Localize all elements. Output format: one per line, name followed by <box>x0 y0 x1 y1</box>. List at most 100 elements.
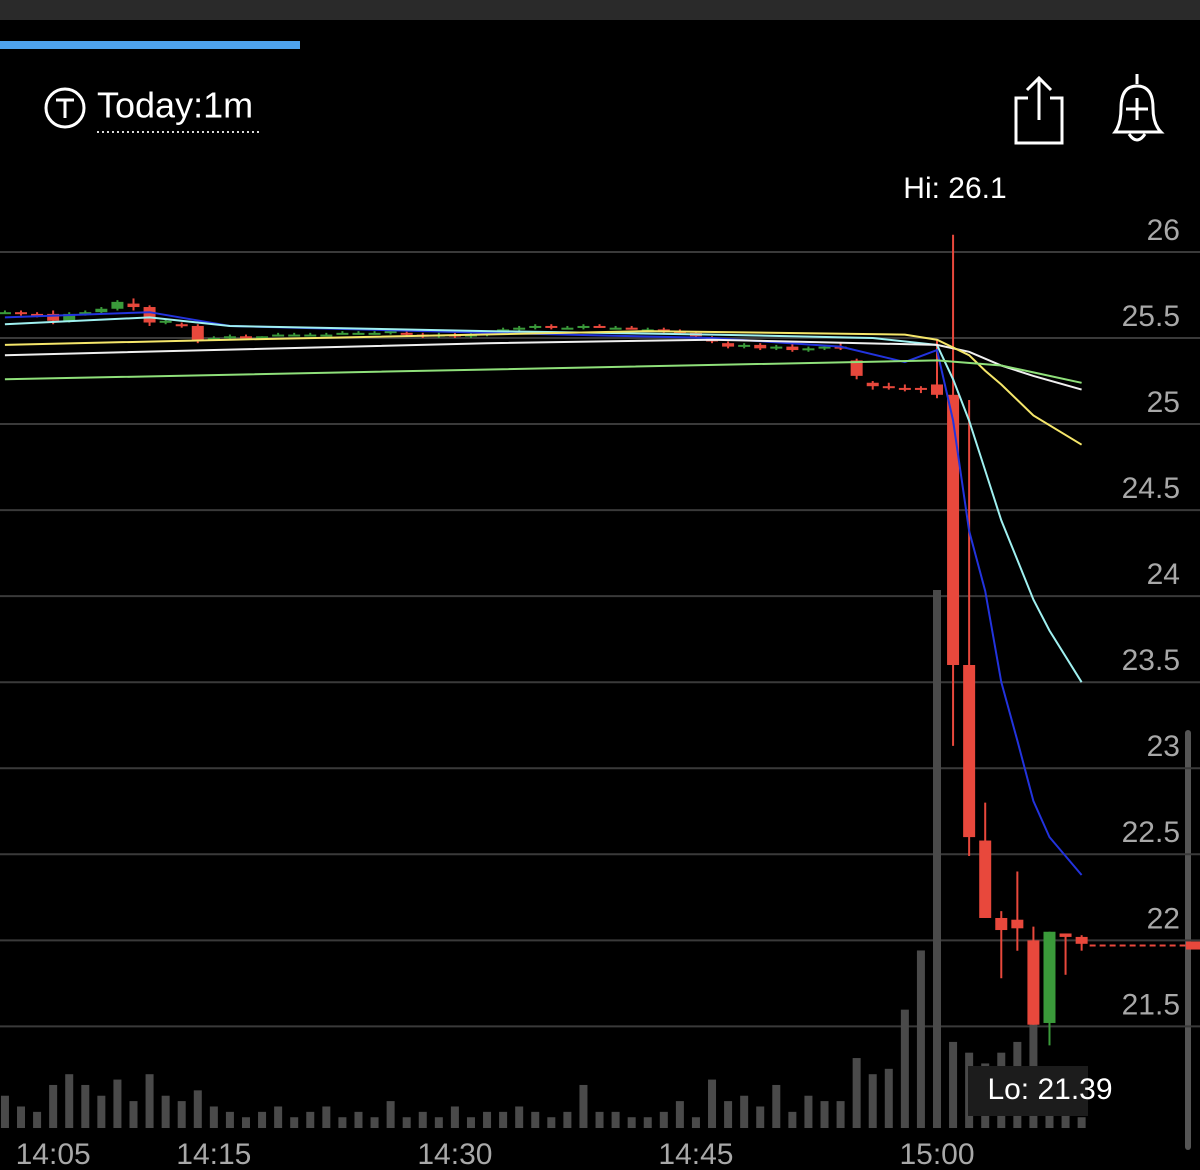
volume-bar <box>1061 1106 1070 1128</box>
candle-body <box>256 336 269 339</box>
volume-bar <box>97 1095 106 1128</box>
volume-bar <box>402 1117 411 1128</box>
volume-bar <box>370 1117 379 1128</box>
candle-body <box>63 313 76 321</box>
candle-body <box>384 331 397 334</box>
volume-bar <box>933 590 941 1128</box>
volume-bar <box>49 1084 58 1128</box>
candle-body <box>850 360 863 376</box>
volume-bar <box>418 1111 427 1128</box>
volume-bar <box>177 1101 186 1128</box>
volume-bar <box>450 1106 459 1128</box>
volume-bar <box>772 1084 781 1128</box>
volume-bar <box>611 1111 620 1128</box>
candle-body <box>0 312 11 315</box>
volume-bar <box>322 1106 331 1128</box>
x-tick-label: 15:00 <box>899 1138 974 1170</box>
volume-bar <box>338 1117 347 1128</box>
candle-body <box>979 840 992 918</box>
candle-body <box>336 332 349 335</box>
volume-bar <box>691 1117 700 1128</box>
candle-body <box>1075 936 1088 944</box>
candle-body <box>175 324 188 327</box>
volume-bar <box>724 1101 733 1128</box>
volume-bar <box>33 1111 42 1128</box>
volume-bar <box>643 1117 652 1128</box>
volume-bar <box>161 1095 170 1128</box>
candle-body <box>304 334 317 337</box>
volume-bar <box>836 1101 845 1128</box>
y-tick-label: 22 <box>1147 902 1180 935</box>
volume-bar <box>386 1101 395 1128</box>
candle-body <box>1027 940 1040 1025</box>
candle-body <box>400 332 413 335</box>
volume-bar <box>129 1101 138 1128</box>
candle-body <box>47 313 60 321</box>
x-tick-label: 14:05 <box>16 1138 91 1170</box>
candle-body <box>545 325 558 328</box>
volume-bar <box>900 1009 909 1128</box>
volume-bar <box>916 950 925 1128</box>
volume-bar <box>81 1084 90 1128</box>
low-annotation: Lo: 21.39 <box>987 1073 1112 1106</box>
volume-bar <box>113 1079 122 1128</box>
candle-body <box>738 344 751 347</box>
volume-bar <box>531 1111 540 1128</box>
moving-average-line <box>4 359 1082 384</box>
volume-bar <box>820 1101 829 1128</box>
volume-bar <box>788 1111 797 1128</box>
volume-bar <box>627 1117 636 1128</box>
volume-bar <box>306 1111 315 1128</box>
candle-body <box>95 308 108 313</box>
low-annotation-bg <box>968 1066 1088 1116</box>
candle-body <box>352 332 365 335</box>
y-tick-label: 21.5 <box>1122 988 1180 1021</box>
volume-bar <box>595 1111 604 1128</box>
candle-body <box>770 346 783 349</box>
candle-body <box>931 384 943 395</box>
volume-bar <box>241 1117 250 1128</box>
timeframe-icon[interactable] <box>44 87 86 129</box>
candle-body <box>593 325 606 328</box>
candle-body <box>625 327 638 330</box>
progress-bar <box>0 41 300 49</box>
volume-bar <box>852 1058 861 1128</box>
candle-body <box>207 338 220 341</box>
moving-average-line <box>4 311 1083 876</box>
candle-body <box>866 382 879 387</box>
volume-bar <box>225 1111 234 1128</box>
alert-icon[interactable] <box>1112 74 1165 142</box>
candle-body <box>191 325 204 340</box>
y-tick-label: 25.5 <box>1122 300 1180 333</box>
status-bar <box>0 0 1200 20</box>
x-tick-label: 14:30 <box>417 1138 492 1170</box>
timeframe-icon-glyph <box>56 98 74 118</box>
candle-body <box>320 334 333 337</box>
volume-bar <box>579 1084 588 1128</box>
volume-bar <box>563 1111 572 1128</box>
volume-bar <box>515 1106 524 1128</box>
candle-body <box>1043 931 1056 1023</box>
timeframe-label[interactable]: Today:1m <box>97 85 253 126</box>
candle-body <box>947 394 960 665</box>
candle-body <box>223 336 236 339</box>
x-tick-label: 14:15 <box>176 1138 251 1170</box>
candle-body <box>963 665 976 838</box>
share-icon[interactable] <box>1014 75 1064 145</box>
candle-body <box>159 320 172 323</box>
volume-bar <box>804 1095 813 1128</box>
candle-body <box>272 334 285 337</box>
volume-bar <box>466 1117 475 1128</box>
y-tick-label: 22.5 <box>1122 816 1180 849</box>
candle-body <box>577 325 590 328</box>
volume-bar <box>65 1074 74 1128</box>
moving-average-line <box>4 330 1083 446</box>
x-tick-label: 14:45 <box>658 1138 733 1170</box>
plot: 21.5 22 22.5 23 23.5 24 24.5 25 25.5 26 14:05 14:15… <box>0 214 1200 1170</box>
y-tick-label: 24 <box>1147 558 1180 591</box>
candle-body <box>995 917 1008 931</box>
volume-bar <box>434 1117 443 1128</box>
candle-body <box>368 332 381 335</box>
